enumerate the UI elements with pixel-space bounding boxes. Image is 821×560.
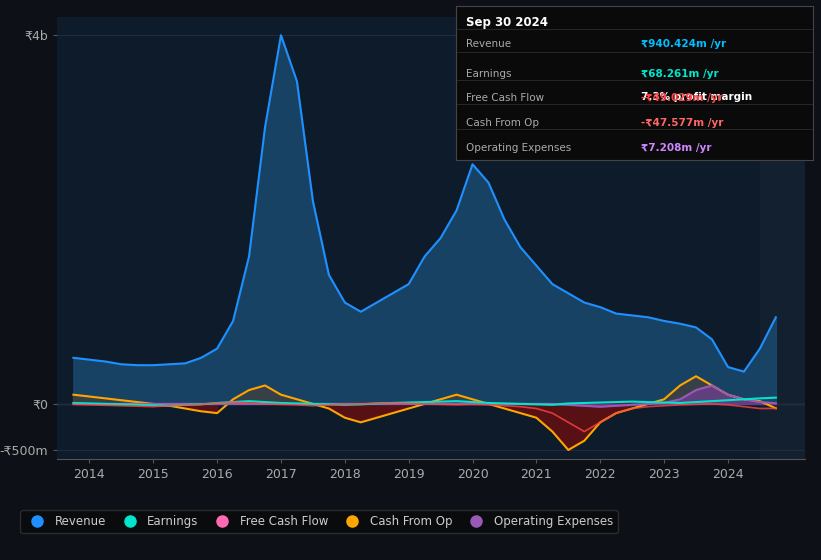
Text: ₹7.208m /yr: ₹7.208m /yr [641, 143, 712, 153]
Legend: Revenue, Earnings, Free Cash Flow, Cash From Op, Operating Expenses: Revenue, Earnings, Free Cash Flow, Cash … [21, 511, 617, 533]
Text: Earnings: Earnings [466, 69, 511, 79]
Text: ₹68.261m /yr: ₹68.261m /yr [641, 69, 719, 79]
Text: ₹940.424m /yr: ₹940.424m /yr [641, 39, 727, 49]
Text: 7.3% profit margin: 7.3% profit margin [641, 92, 753, 102]
Text: Operating Expenses: Operating Expenses [466, 143, 571, 153]
Text: -₹49.029m /yr: -₹49.029m /yr [641, 94, 723, 104]
Text: Cash From Op: Cash From Op [466, 118, 539, 128]
Text: -₹47.577m /yr: -₹47.577m /yr [641, 118, 724, 128]
Text: Free Cash Flow: Free Cash Flow [466, 94, 544, 104]
Text: Sep 30 2024: Sep 30 2024 [466, 16, 548, 29]
Text: Revenue: Revenue [466, 39, 511, 49]
Bar [760, 17, 805, 459]
